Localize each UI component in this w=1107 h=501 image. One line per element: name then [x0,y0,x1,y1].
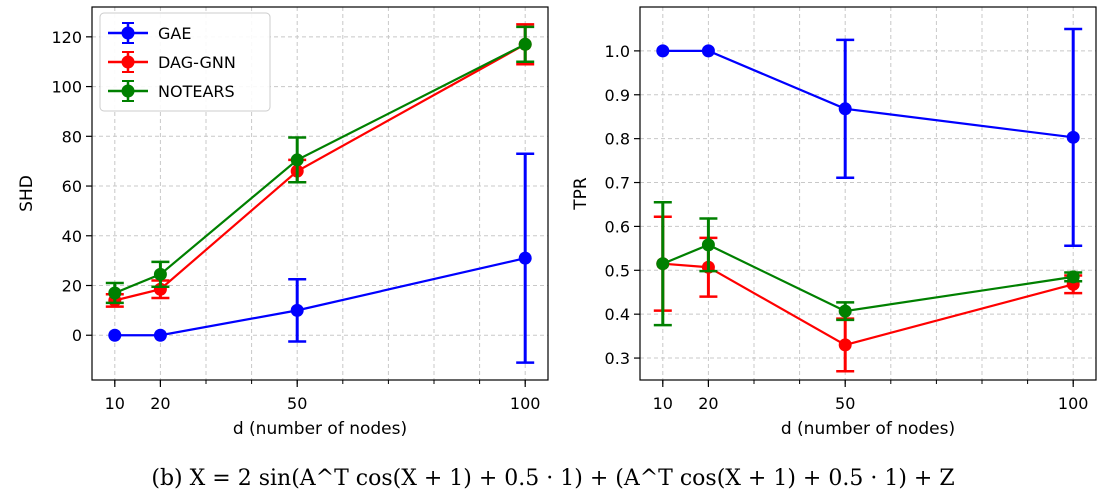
x-tick-label: 10 [105,394,125,413]
x-tick-label: 20 [698,394,718,413]
y-tick-label: 80 [62,127,82,146]
y-tick-label: 0 [72,326,82,345]
data-point [1066,130,1080,144]
x-tick-label: 100 [1058,394,1089,413]
y-tick-label: 0.9 [605,86,630,105]
y-tick-label: 100 [51,78,82,97]
legend-label: NOTEARS [158,82,235,101]
data-point [701,44,715,58]
y-tick-label: 120 [51,28,82,47]
x-tick-label: 100 [510,394,541,413]
data-point [290,303,304,317]
y-tick-label: 0.7 [605,174,630,193]
y-tick-label: 0.5 [605,261,630,280]
data-point [108,328,122,342]
data-point [838,338,852,352]
y-axis-label: TPR [571,177,591,211]
series-line [114,43,526,302]
plot-frame [639,6,1097,381]
data-point [838,102,852,116]
y-axis-label: SHD [17,175,37,212]
series-line [114,43,526,294]
data-point [153,267,167,281]
series-line [662,49,1074,139]
x-tick-label: 20 [150,394,170,413]
legend-marker [121,55,135,69]
y-tick-label: 40 [62,227,82,246]
data-point [1066,270,1080,284]
data-point [838,304,852,318]
legend-box [99,12,271,112]
x-axis-label: d (number of nodes) [233,419,407,439]
x-tick-label: 50 [287,394,307,413]
legend-marker [121,84,135,98]
data-point [290,153,304,167]
x-tick-label: 10 [653,394,673,413]
y-tick-label: 1.0 [605,42,630,61]
data-point [518,37,532,51]
series-line [662,243,1074,313]
x-axis-label: d (number of nodes) [781,419,955,439]
legend-marker [121,26,135,40]
data-point [656,257,670,271]
y-tick-label: 60 [62,177,82,196]
y-tick-label: 0.4 [605,305,630,324]
data-point [153,328,167,342]
y-tick-label: 0.3 [605,349,630,368]
y-tick-label: 0.6 [605,217,630,236]
plot-frame [91,6,549,381]
shd-chart: 10 20 50 100 0 20 40 60 80 100 120 d (number of nod… [17,6,549,439]
legend-label: GAE [158,24,191,43]
series-line [114,257,526,337]
data-point [656,44,670,58]
tpr-chart: 10 20 50 100 0.3 0.4 0.5 0.6 0.7 0.8 0.9 1.0 d (numb… [571,6,1097,439]
data-point [108,286,122,300]
y-tick-label: 20 [62,277,82,296]
y-tick-label: 0.8 [605,130,630,149]
figure-caption: (b) X = 2 sin(A^T cos(X + 1) + 0.5 · 1) … [151,466,954,491]
data-point [701,238,715,252]
x-tick-label: 50 [835,394,855,413]
legend-label: DAG-GNN [158,53,236,72]
series-line [662,262,1074,347]
legend: GAE DAG-GNN NOTEARS [99,12,271,112]
data-point [518,251,532,265]
